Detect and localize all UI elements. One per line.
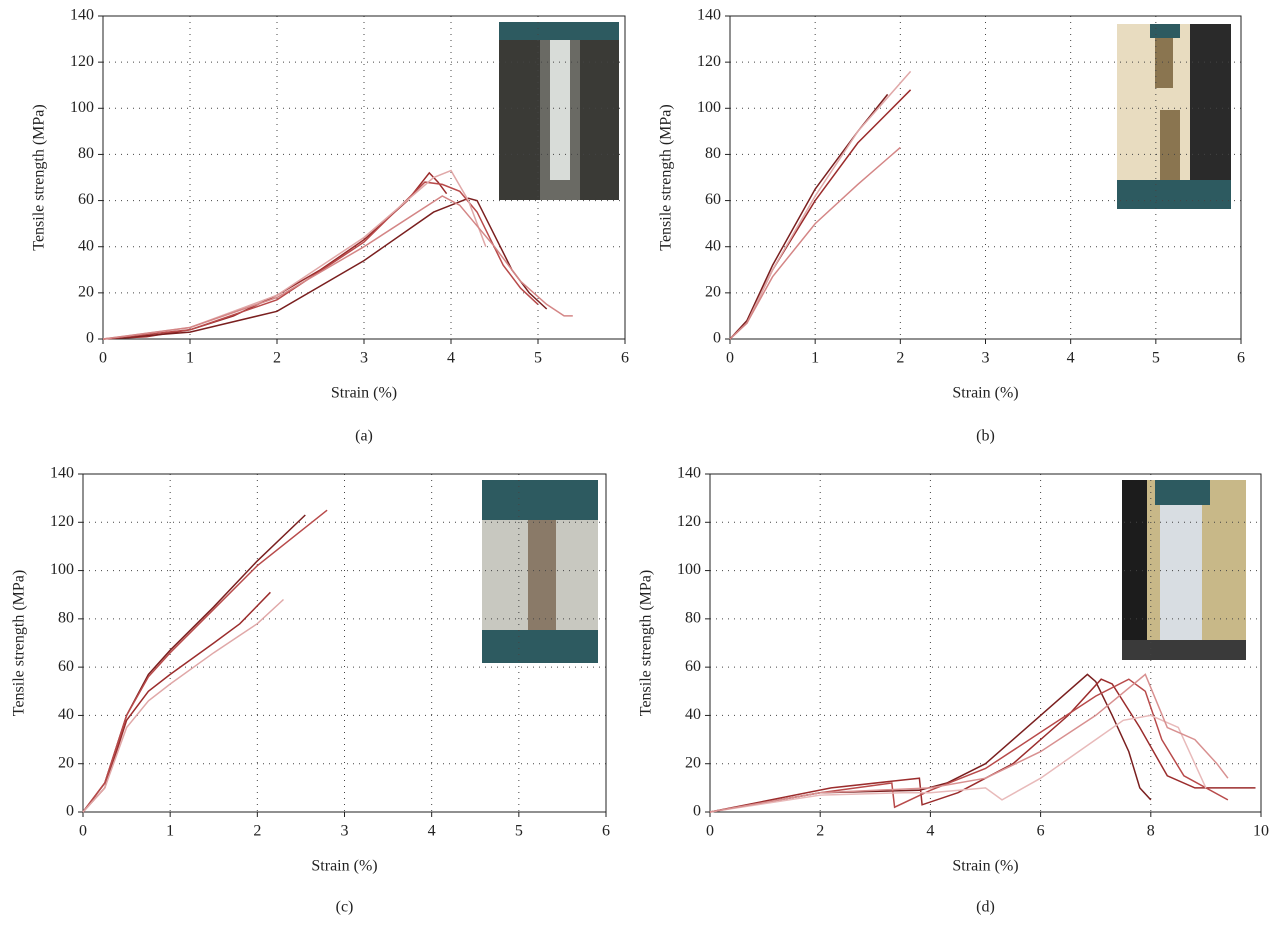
y-tick-label: 40 xyxy=(685,706,701,723)
data-line xyxy=(82,514,306,813)
x-axis-label: Strain (%) xyxy=(952,858,1018,875)
x-tick-label: 0 xyxy=(706,823,714,840)
y-tick-label: 120 xyxy=(70,53,94,70)
y-tick-label: 80 xyxy=(685,610,701,627)
x-tick-label: 2 xyxy=(816,823,824,840)
x-tick-label: 4 xyxy=(926,823,934,840)
x-tick-label: 6 xyxy=(1237,350,1245,367)
data-line xyxy=(82,509,328,813)
data-line xyxy=(82,591,271,813)
data-line xyxy=(102,171,448,340)
y-tick-label: 120 xyxy=(697,53,721,70)
y-tick-label: 140 xyxy=(50,465,74,482)
plot-frame xyxy=(102,15,626,340)
x-tick-label: 0 xyxy=(79,823,87,840)
x-tick-label: 6 xyxy=(621,350,629,367)
y-tick-label: 140 xyxy=(677,465,701,482)
y-tick-label: 0 xyxy=(86,330,94,347)
x-tick-label: 3 xyxy=(341,823,349,840)
inset-photo xyxy=(499,22,619,200)
data-line xyxy=(102,169,487,340)
x-tick-label: 3 xyxy=(360,350,368,367)
x-tick-label: 10 xyxy=(1253,823,1269,840)
x-tick-label: 2 xyxy=(896,350,904,367)
x-tick-label: 6 xyxy=(602,823,610,840)
x-tick-label: 1 xyxy=(186,350,194,367)
plot-frame xyxy=(709,473,1262,813)
y-tick-label: 40 xyxy=(78,237,94,254)
y-tick-label: 80 xyxy=(705,145,721,162)
x-tick-label: 2 xyxy=(273,350,281,367)
panel-caption: (a) xyxy=(355,428,373,445)
x-tick-label: 8 xyxy=(1147,823,1155,840)
panel-caption: (d) xyxy=(976,899,995,916)
x-tick-label: 4 xyxy=(447,350,455,367)
y-tick-label: 100 xyxy=(697,99,721,116)
y-tick-label: 40 xyxy=(58,706,74,723)
y-tick-label: 20 xyxy=(705,284,721,301)
y-tick-label: 120 xyxy=(50,513,74,530)
data-line xyxy=(729,146,901,340)
y-axis-label: Tensile strength (MPa) xyxy=(31,104,48,250)
y-tick-label: 20 xyxy=(685,754,701,771)
x-tick-label: 3 xyxy=(982,350,990,367)
y-tick-label: 140 xyxy=(697,7,721,24)
plot-frame xyxy=(82,473,607,813)
y-tick-label: 20 xyxy=(78,284,94,301)
y-tick-label: 60 xyxy=(58,658,74,675)
y-tick-label: 60 xyxy=(78,191,94,208)
data-line xyxy=(709,678,1229,813)
x-tick-label: 5 xyxy=(515,823,523,840)
x-tick-label: 4 xyxy=(428,823,436,840)
y-tick-label: 20 xyxy=(58,754,74,771)
plot-frame xyxy=(729,15,1242,340)
y-tick-label: 60 xyxy=(685,658,701,675)
data-line xyxy=(102,181,539,340)
y-tick-label: 0 xyxy=(693,803,701,820)
y-tick-label: 120 xyxy=(677,513,701,530)
x-tick-label: 1 xyxy=(166,823,174,840)
data-line xyxy=(102,195,573,340)
inset-photo xyxy=(1122,480,1246,660)
x-tick-label: 6 xyxy=(1037,823,1045,840)
y-tick-label: 80 xyxy=(78,145,94,162)
x-tick-label: 0 xyxy=(726,350,734,367)
y-tick-label: 40 xyxy=(705,237,721,254)
y-tick-label: 100 xyxy=(677,561,701,578)
y-tick-label: 100 xyxy=(70,99,94,116)
data-line xyxy=(709,714,1207,813)
y-axis-label: Tensile strength (MPa) xyxy=(658,104,675,250)
panel-caption: (c) xyxy=(336,899,354,916)
x-tick-label: 5 xyxy=(534,350,542,367)
y-tick-label: 0 xyxy=(66,803,74,820)
data-line xyxy=(709,673,1152,813)
y-axis-label: Tensile strength (MPa) xyxy=(11,570,28,716)
y-tick-label: 100 xyxy=(50,561,74,578)
x-axis-label: Strain (%) xyxy=(952,385,1018,402)
x-axis-label: Strain (%) xyxy=(331,385,397,402)
x-tick-label: 0 xyxy=(99,350,107,367)
data-line xyxy=(709,673,1229,813)
y-tick-label: 140 xyxy=(70,7,94,24)
y-tick-label: 60 xyxy=(705,191,721,208)
data-line xyxy=(709,678,1256,813)
x-tick-label: 1 xyxy=(811,350,819,367)
inset-photo xyxy=(482,480,598,663)
panel-caption: (b) xyxy=(976,428,995,445)
data-line xyxy=(82,598,285,813)
y-axis-label: Tensile strength (MPa) xyxy=(638,570,655,716)
x-tick-label: 4 xyxy=(1067,350,1075,367)
data-line xyxy=(729,93,889,340)
y-tick-label: 80 xyxy=(58,610,74,627)
inset-photo xyxy=(1117,24,1231,209)
x-tick-label: 2 xyxy=(253,823,261,840)
x-axis-label: Strain (%) xyxy=(311,858,377,875)
y-tick-label: 0 xyxy=(713,330,721,347)
x-tick-label: 5 xyxy=(1152,350,1160,367)
